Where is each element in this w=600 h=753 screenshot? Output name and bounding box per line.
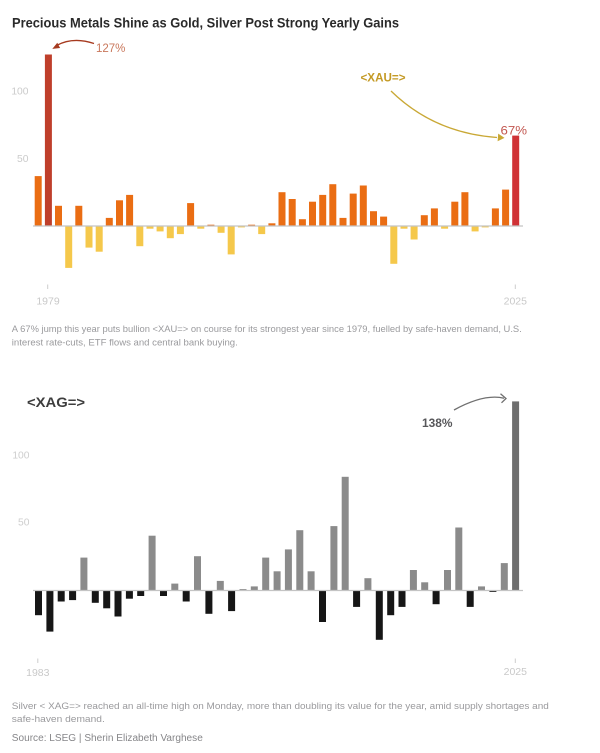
- svg-text:100: 100: [11, 87, 28, 98]
- svg-text:<XAG=>: <XAG=>: [27, 395, 85, 410]
- svg-text:2025: 2025: [504, 296, 528, 308]
- svg-text:50: 50: [17, 154, 29, 165]
- svg-text:100: 100: [12, 451, 29, 462]
- svg-text:1979: 1979: [36, 296, 60, 308]
- svg-text:67%: 67%: [501, 124, 528, 138]
- svg-text:2025: 2025: [504, 666, 528, 678]
- svg-text:127%: 127%: [96, 43, 125, 55]
- svg-text:<XAU=>: <XAU=>: [361, 71, 406, 85]
- svg-text:Silver < XAG=> reached an all-: Silver < XAG=> reached an all-time high …: [12, 700, 549, 711]
- svg-text:safe-haven demand.: safe-haven demand.: [12, 713, 105, 724]
- svg-text:Precious Metals Shine as Gold,: Precious Metals Shine as Gold, Silver Po…: [12, 15, 399, 31]
- svg-text:1983: 1983: [26, 667, 50, 679]
- svg-text:50: 50: [18, 518, 30, 529]
- svg-text:interest rate-cuts, ETF flows: interest rate-cuts, ETF flows and centra…: [12, 336, 238, 347]
- svg-text:A 67% jump this year puts bull: A 67% jump this year puts bullion <XAU=>…: [12, 323, 522, 334]
- svg-text:Source: LSEG | Sherin Elizabet: Source: LSEG | Sherin Elizabeth Varghese: [12, 733, 203, 744]
- svg-text:138%: 138%: [422, 416, 453, 430]
